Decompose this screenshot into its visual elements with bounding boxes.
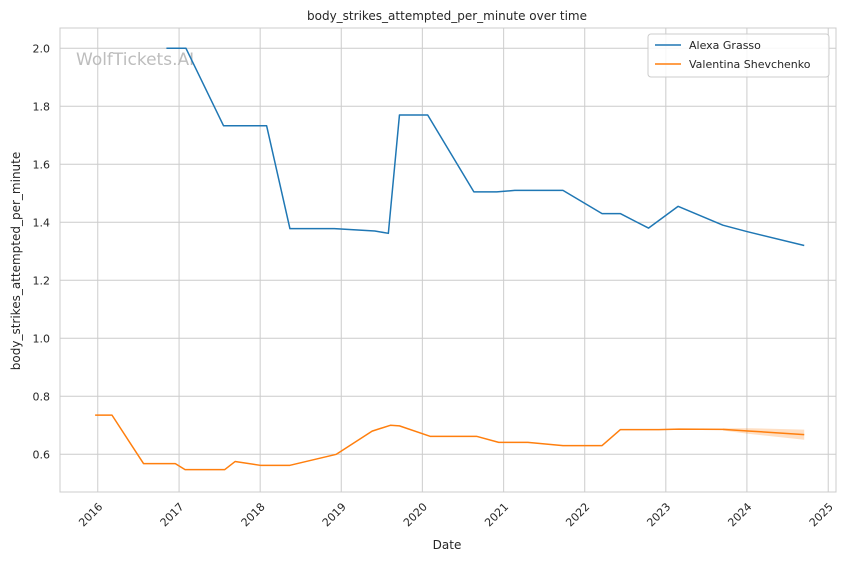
legend-label-valentina-shevchenko: Valentina Shevchenko	[689, 58, 811, 71]
y-tick-label: 1.2	[33, 274, 51, 287]
chart-title: body_strikes_attempted_per_minute over t…	[307, 9, 587, 23]
grid	[60, 28, 836, 492]
legend-box	[647, 33, 830, 78]
x-axis-label: Date	[433, 538, 462, 552]
y-tick-label: 1.6	[33, 158, 51, 171]
y-tick-label: 0.6	[33, 448, 51, 461]
series-lines	[95, 47, 805, 471]
watermark-text: WolfTickets.AI	[76, 50, 194, 70]
series-line-alexa-grasso	[166, 47, 805, 247]
y-tick-label: 1.4	[33, 216, 51, 229]
y-tick-label: 1.0	[33, 332, 51, 345]
plot-frame	[59, 27, 837, 493]
series-line-valentina-shevchenko	[95, 414, 805, 471]
y-tick-label: 1.8	[33, 100, 51, 113]
y-tick-label: 2.0	[33, 42, 51, 55]
y-axis-label: body_strikes_attempted_per_minute	[9, 152, 23, 370]
legend-label-alexa-grasso: Alexa Grasso	[689, 39, 761, 52]
y-tick-label: 0.8	[33, 390, 51, 403]
legend: Alexa Grasso Valentina Shevchenko	[647, 33, 830, 78]
